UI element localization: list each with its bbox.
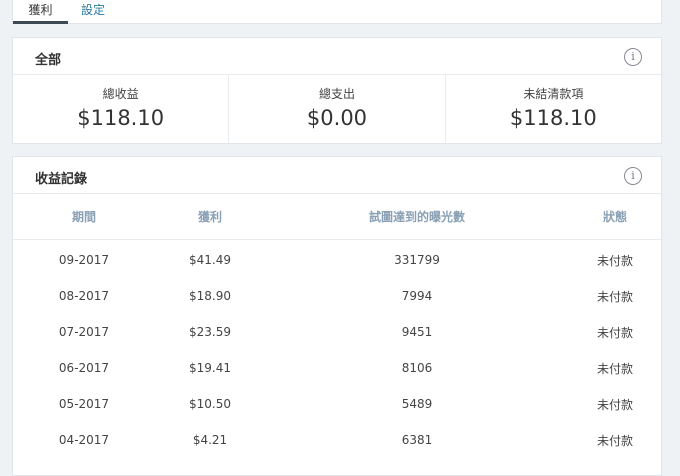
stat-label: 未結清款項 (523, 87, 584, 101)
cell-status: 未付款 (596, 289, 633, 304)
table-row: 06-2017 $19.41 8106 未付款 (13, 350, 661, 386)
summary-title: 全部 (35, 53, 62, 68)
info-icon[interactable]: i (624, 48, 642, 66)
stat-label: 總收益 (102, 87, 139, 101)
tab-settings[interactable]: 設定 (81, 3, 106, 17)
col-period: 期間 (71, 210, 96, 224)
cell-period: 06-2017 (58, 361, 110, 375)
history-card: 收益記錄 i 期間 獲利 試圖達到的曝光數 狀態 09-2017 $41.49 331… (12, 156, 662, 476)
col-earnings: 獲利 (197, 210, 222, 224)
table-row: 05-2017 $10.50 5489 未付款 (13, 386, 661, 422)
cell-period: 07-2017 (58, 325, 110, 339)
cell-earnings: $23.59 (189, 325, 231, 339)
cell-impressions: 9451 (401, 325, 433, 339)
cell-earnings: $18.90 (189, 289, 231, 303)
cell-earnings: $4.21 (192, 433, 228, 447)
stat-label: 總支出 (318, 87, 355, 101)
cell-impressions: 8106 (401, 361, 433, 375)
cell-status: 未付款 (596, 325, 633, 340)
cell-status: 未付款 (596, 361, 633, 376)
stat-total-earnings: 總收益 $118.10 (13, 75, 230, 143)
stat-value: $118.10 (77, 106, 165, 130)
tab-bar: 獲利 設定 (12, 0, 662, 24)
cell-period: 05-2017 (58, 397, 110, 411)
cell-status: 未付款 (596, 397, 633, 412)
cell-status: 未付款 (596, 433, 633, 448)
summary-card: 全部 i 總收益 $118.10 總支出 $0.00 未結清款項 $118.10 (12, 37, 662, 144)
col-status: 狀態 (602, 210, 627, 224)
cell-earnings: $19.41 (189, 361, 231, 375)
stat-value: $118.10 (509, 106, 597, 130)
stat-value: $0.00 (306, 106, 368, 130)
table-row: 08-2017 $18.90 7994 未付款 (13, 278, 661, 314)
stat-total-payout: 總支出 $0.00 (229, 75, 446, 143)
cell-impressions: 6381 (401, 433, 433, 447)
history-title: 收益記錄 (35, 172, 88, 187)
cell-impressions: 7994 (401, 289, 433, 303)
cell-earnings: $10.50 (189, 397, 231, 411)
cell-earnings: $41.49 (189, 253, 231, 267)
table-row: 09-2017 $41.49 331799 未付款 (13, 242, 661, 278)
cell-impressions: 5489 (401, 397, 433, 411)
stat-outstanding: 未結清款項 $118.10 (446, 75, 661, 143)
cell-period: 08-2017 (58, 289, 110, 303)
table-row: 04-2017 $4.21 6381 未付款 (13, 422, 661, 458)
col-impressions: 試圖達到的曝光數 (368, 210, 465, 224)
cell-period: 09-2017 (58, 253, 110, 267)
info-icon[interactable]: i (624, 167, 642, 185)
table-row: 07-2017 $23.59 9451 未付款 (13, 314, 661, 350)
cell-impressions: 331799 (394, 253, 440, 267)
tab-earnings[interactable]: 獲利 (13, 1, 68, 24)
table-header: 期間 獲利 試圖達到的曝光數 狀態 (13, 194, 661, 240)
cell-status: 未付款 (596, 253, 633, 268)
cell-period: 04-2017 (58, 433, 110, 447)
